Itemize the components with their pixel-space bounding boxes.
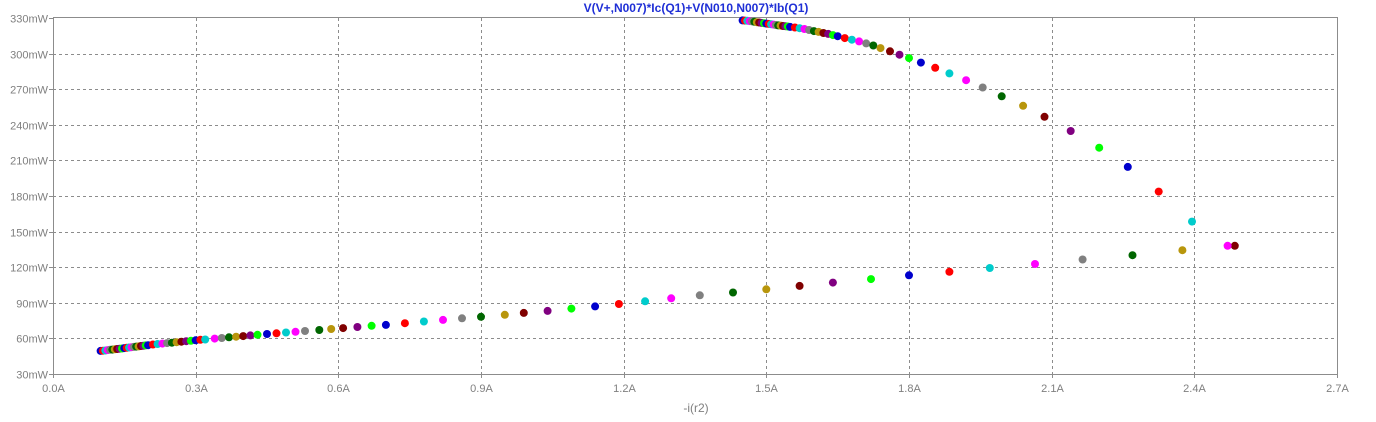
x-axis-label: -i(r2) (683, 401, 708, 415)
data-point (997, 92, 1006, 101)
x-tick-label: 1.5A (755, 383, 778, 395)
x-tick-label: 1.2A (613, 383, 636, 395)
data-point (1078, 255, 1087, 264)
x-tick-label: 0.6A (327, 383, 350, 395)
data-point (591, 302, 600, 311)
data-point (862, 39, 871, 48)
data-point (795, 281, 804, 290)
data-point (327, 325, 336, 333)
data-point (225, 333, 233, 342)
data-point (762, 285, 771, 294)
tick-layer: 0.0A 0.3A 0.6A 0.9A 1.2A 1.5A 1.8A 2.1A 2.4A 2.7A… (10, 14, 1349, 396)
data-point (1031, 260, 1039, 268)
x-tick-label: 0.3A (185, 383, 208, 395)
data-point (1230, 241, 1239, 250)
data-point (419, 317, 428, 326)
y-tick-label: 300mW (10, 50, 49, 62)
data-point (301, 327, 309, 335)
data-point (641, 297, 650, 306)
y-tick-label: 120mW (10, 263, 49, 275)
data-point (400, 319, 409, 328)
data-point (239, 332, 248, 341)
data-point (905, 54, 913, 63)
data-point (339, 324, 348, 333)
data-point (381, 320, 390, 329)
x-tick-label: 0.9A (470, 383, 493, 395)
data-point (867, 275, 875, 284)
y-tick-label: 60mW (16, 334, 48, 346)
data-point (1066, 127, 1075, 135)
data-point (945, 69, 954, 78)
points-layer (96, 16, 1239, 355)
data-point (962, 76, 971, 85)
data-point (667, 294, 676, 303)
data-point (253, 330, 262, 339)
data-point (500, 310, 509, 319)
chart-title: V(V+,N007)*Ic(Q1)+V(N010,N007)*Ib(Q1) (584, 1, 809, 15)
y-tick-label: 240mW (10, 121, 49, 133)
data-point (232, 332, 241, 341)
y-tick-label: 90mW (16, 299, 48, 311)
x-tick-label: 2.4A (1183, 383, 1206, 395)
data-point (978, 83, 987, 92)
data-point (729, 288, 737, 297)
data-point (855, 37, 864, 46)
data-point (695, 291, 704, 300)
data-point (847, 35, 856, 44)
data-point (353, 323, 362, 331)
y-tick-label: 210mW (10, 156, 49, 168)
data-point (916, 58, 925, 67)
y-tick-label: 180mW (10, 192, 49, 204)
data-point (519, 308, 528, 317)
data-point (931, 63, 940, 72)
data-point (477, 312, 485, 321)
plot-frame (53, 17, 1338, 375)
data-point (439, 315, 447, 324)
y-tick-label: 330mW (10, 14, 49, 26)
data-point (282, 328, 290, 337)
data-point (905, 271, 913, 280)
data-point (945, 267, 954, 276)
data-point (272, 329, 281, 338)
y-tick-label: 150mW (10, 228, 49, 240)
data-point (246, 331, 255, 340)
data-point (291, 327, 300, 336)
x-tick-label: 1.8A (898, 383, 921, 395)
data-point (315, 326, 324, 334)
x-tick-label: 2.7A (1326, 383, 1349, 395)
data-point (985, 264, 994, 272)
data-point (367, 321, 376, 330)
data-point (869, 41, 878, 50)
data-point (895, 50, 904, 59)
x-tick-label: 2.1A (1041, 383, 1064, 395)
data-point (614, 300, 623, 308)
grid-layer (53, 18, 1337, 374)
data-point (1154, 187, 1163, 196)
data-point (828, 278, 837, 287)
data-point (458, 314, 466, 323)
y-tick-label: 30mW (16, 370, 48, 382)
data-point (1128, 251, 1137, 260)
data-point (876, 44, 885, 53)
data-point (210, 334, 219, 343)
data-point (1123, 162, 1132, 171)
data-point (1040, 112, 1049, 121)
data-point (833, 32, 842, 41)
data-point (217, 334, 226, 342)
data-point (886, 47, 894, 56)
data-point (567, 304, 576, 313)
data-point (1223, 241, 1232, 250)
data-point (840, 34, 849, 43)
data-point (263, 330, 271, 338)
data-point (543, 306, 552, 315)
data-point (1019, 101, 1028, 110)
data-point (1188, 217, 1196, 226)
data-point (1178, 246, 1187, 255)
y-tick-label: 270mW (10, 85, 49, 97)
x-tick-label: 0.0A (42, 383, 65, 395)
data-point (201, 335, 210, 344)
data-point (1095, 143, 1104, 152)
